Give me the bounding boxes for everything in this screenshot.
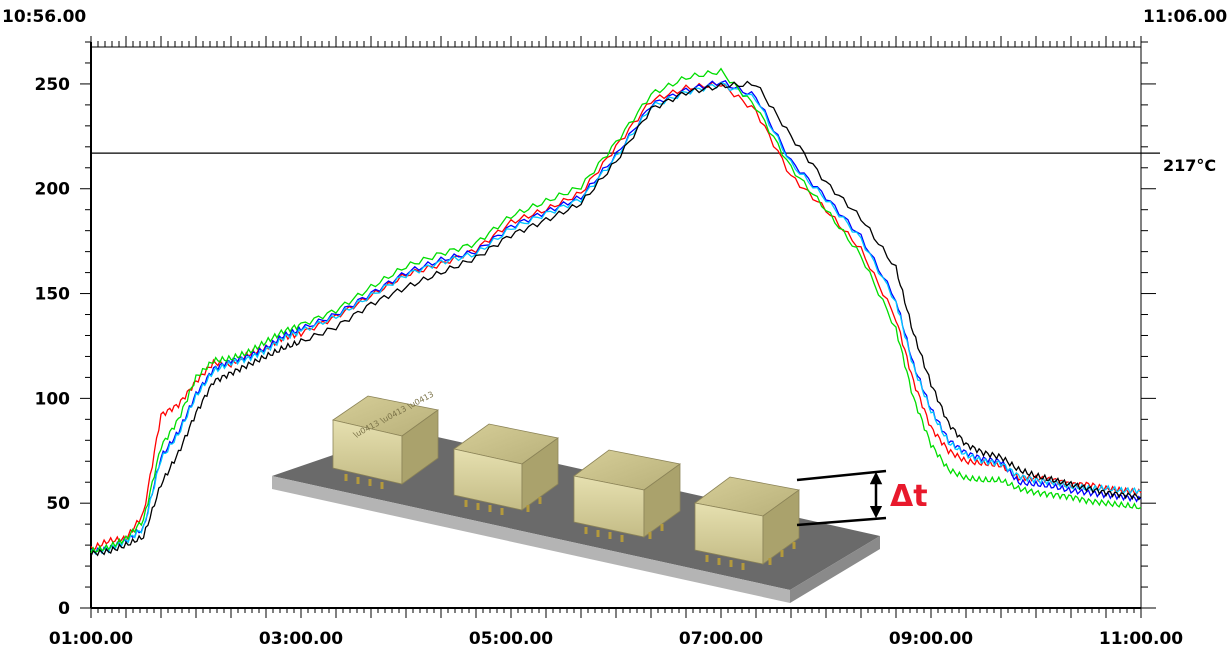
delta-t-label: Δt	[890, 479, 928, 514]
relay-2	[453, 423, 559, 515]
x-ticks-top	[90, 36, 1142, 47]
relay-board-illustration: \u0413 \u0413 \u0413 Δt	[270, 372, 928, 607]
x-tick-label: 03:00.00	[259, 629, 343, 649]
series-group	[90, 67, 1142, 557]
y-tick-label: 0	[58, 599, 70, 619]
x-tick-label: 05:00.00	[469, 629, 553, 649]
relay-4	[694, 476, 800, 570]
y-tick-label: 150	[35, 285, 71, 305]
y-tick-label: 100	[35, 389, 71, 409]
top-right-time: 11:06.00	[1143, 7, 1227, 27]
delta-t-bottom-leader	[796, 516, 887, 527]
series-line	[90, 81, 1142, 556]
x-tick-label: 11:00.00	[1099, 629, 1183, 649]
relay-3	[573, 449, 681, 542]
reference-line-label: 217°C	[1163, 156, 1216, 175]
y-tick-label: 50	[46, 494, 70, 514]
y-tick-label: 250	[35, 75, 71, 95]
x-tick-label: 01:00.00	[49, 629, 133, 649]
board-front	[272, 476, 790, 603]
top-left-time: 10:56.00	[2, 7, 86, 27]
x-ticks-bottom: 01:00.00 03:00.00 05:00.00 07:00.00 09:00.00…	[49, 608, 1183, 649]
series-line	[90, 67, 1142, 554]
x-tick-label: 09:00.00	[889, 629, 973, 649]
x-tick-label: 07:00.00	[679, 629, 763, 649]
y-ticks: 0 50 100 150 200 250	[35, 41, 1156, 619]
y-tick-label: 200	[35, 180, 71, 200]
board-side	[790, 536, 880, 603]
series-line	[90, 80, 1142, 557]
relay-1: \u0413 \u0413 \u0413	[332, 390, 439, 489]
